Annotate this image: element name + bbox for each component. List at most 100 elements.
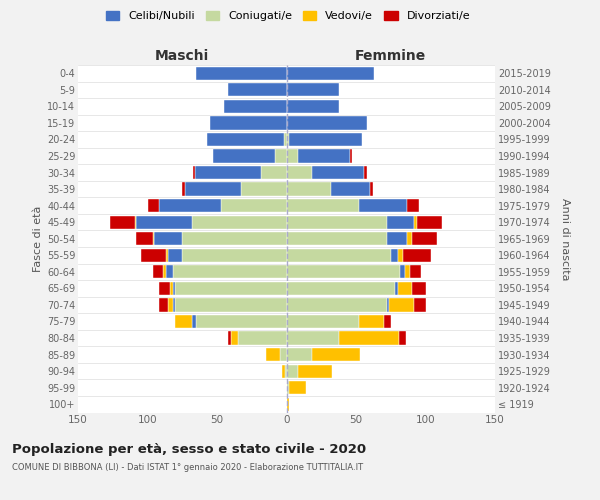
Bar: [136, 216, 192, 229]
Bar: [287, 166, 311, 179]
Bar: [175, 298, 287, 312]
Bar: [169, 248, 182, 262]
Bar: [207, 133, 284, 146]
Bar: [287, 248, 391, 262]
Bar: [284, 133, 287, 146]
Bar: [398, 282, 412, 295]
Bar: [228, 83, 287, 96]
Bar: [173, 282, 175, 295]
Bar: [287, 298, 386, 312]
Bar: [287, 381, 289, 394]
Bar: [169, 298, 173, 312]
Bar: [287, 216, 386, 229]
Bar: [158, 298, 169, 312]
Bar: [228, 332, 231, 344]
Bar: [283, 364, 285, 378]
Bar: [415, 216, 417, 229]
Bar: [287, 133, 289, 146]
Y-axis label: Anni di nascita: Anni di nascita: [560, 198, 570, 280]
Bar: [231, 332, 238, 344]
Bar: [359, 315, 384, 328]
Bar: [417, 216, 442, 229]
Bar: [175, 282, 287, 295]
Bar: [287, 150, 298, 162]
Bar: [192, 315, 196, 328]
Bar: [287, 332, 340, 344]
Text: Maschi: Maschi: [155, 48, 209, 62]
Bar: [182, 232, 287, 245]
Bar: [287, 83, 340, 96]
Bar: [170, 282, 173, 295]
Bar: [175, 315, 192, 328]
Bar: [370, 182, 373, 196]
Bar: [148, 199, 158, 212]
Bar: [166, 248, 169, 262]
Bar: [364, 166, 367, 179]
Bar: [386, 216, 415, 229]
Bar: [287, 348, 311, 361]
Bar: [166, 265, 173, 278]
Bar: [195, 166, 262, 179]
Bar: [386, 232, 407, 245]
Bar: [196, 315, 287, 328]
Bar: [287, 116, 367, 130]
Bar: [415, 298, 425, 312]
Bar: [238, 332, 287, 344]
Bar: [173, 298, 175, 312]
Bar: [391, 248, 398, 262]
Bar: [154, 232, 182, 245]
Bar: [289, 133, 362, 146]
Bar: [350, 150, 352, 162]
Legend: Celibi/Nubili, Coniugati/e, Vedovi/e, Divorziati/e: Celibi/Nubili, Coniugati/e, Vedovi/e, Di…: [101, 6, 475, 26]
Bar: [163, 265, 166, 278]
Bar: [158, 199, 221, 212]
Bar: [298, 150, 350, 162]
Bar: [185, 182, 241, 196]
Bar: [287, 315, 359, 328]
Bar: [135, 216, 136, 229]
Bar: [196, 66, 287, 80]
Bar: [287, 100, 340, 113]
Bar: [311, 348, 360, 361]
Bar: [289, 381, 306, 394]
Bar: [287, 282, 395, 295]
Bar: [407, 199, 419, 212]
Bar: [359, 199, 407, 212]
Bar: [193, 166, 195, 179]
Bar: [287, 265, 400, 278]
Bar: [395, 282, 398, 295]
Bar: [407, 232, 412, 245]
Bar: [404, 265, 410, 278]
Bar: [403, 248, 431, 262]
Bar: [412, 282, 425, 295]
Bar: [331, 182, 370, 196]
Bar: [280, 348, 287, 361]
Bar: [110, 216, 135, 229]
Bar: [221, 199, 287, 212]
Bar: [400, 265, 404, 278]
Bar: [340, 332, 399, 344]
Bar: [210, 116, 287, 130]
Bar: [287, 182, 331, 196]
Text: Femmine: Femmine: [355, 48, 427, 62]
Bar: [275, 150, 287, 162]
Bar: [140, 248, 166, 262]
Bar: [136, 232, 153, 245]
Bar: [182, 248, 287, 262]
Bar: [224, 100, 287, 113]
Bar: [241, 182, 287, 196]
Bar: [153, 265, 163, 278]
Bar: [213, 150, 275, 162]
Bar: [287, 232, 386, 245]
Bar: [287, 66, 374, 80]
Text: Popolazione per età, sesso e stato civile - 2020: Popolazione per età, sesso e stato civil…: [12, 442, 366, 456]
Bar: [153, 232, 154, 245]
Bar: [311, 166, 364, 179]
Bar: [399, 332, 406, 344]
Bar: [262, 166, 287, 179]
Y-axis label: Fasce di età: Fasce di età: [32, 206, 43, 272]
Bar: [386, 298, 389, 312]
Bar: [298, 364, 332, 378]
Bar: [287, 364, 298, 378]
Bar: [266, 348, 280, 361]
